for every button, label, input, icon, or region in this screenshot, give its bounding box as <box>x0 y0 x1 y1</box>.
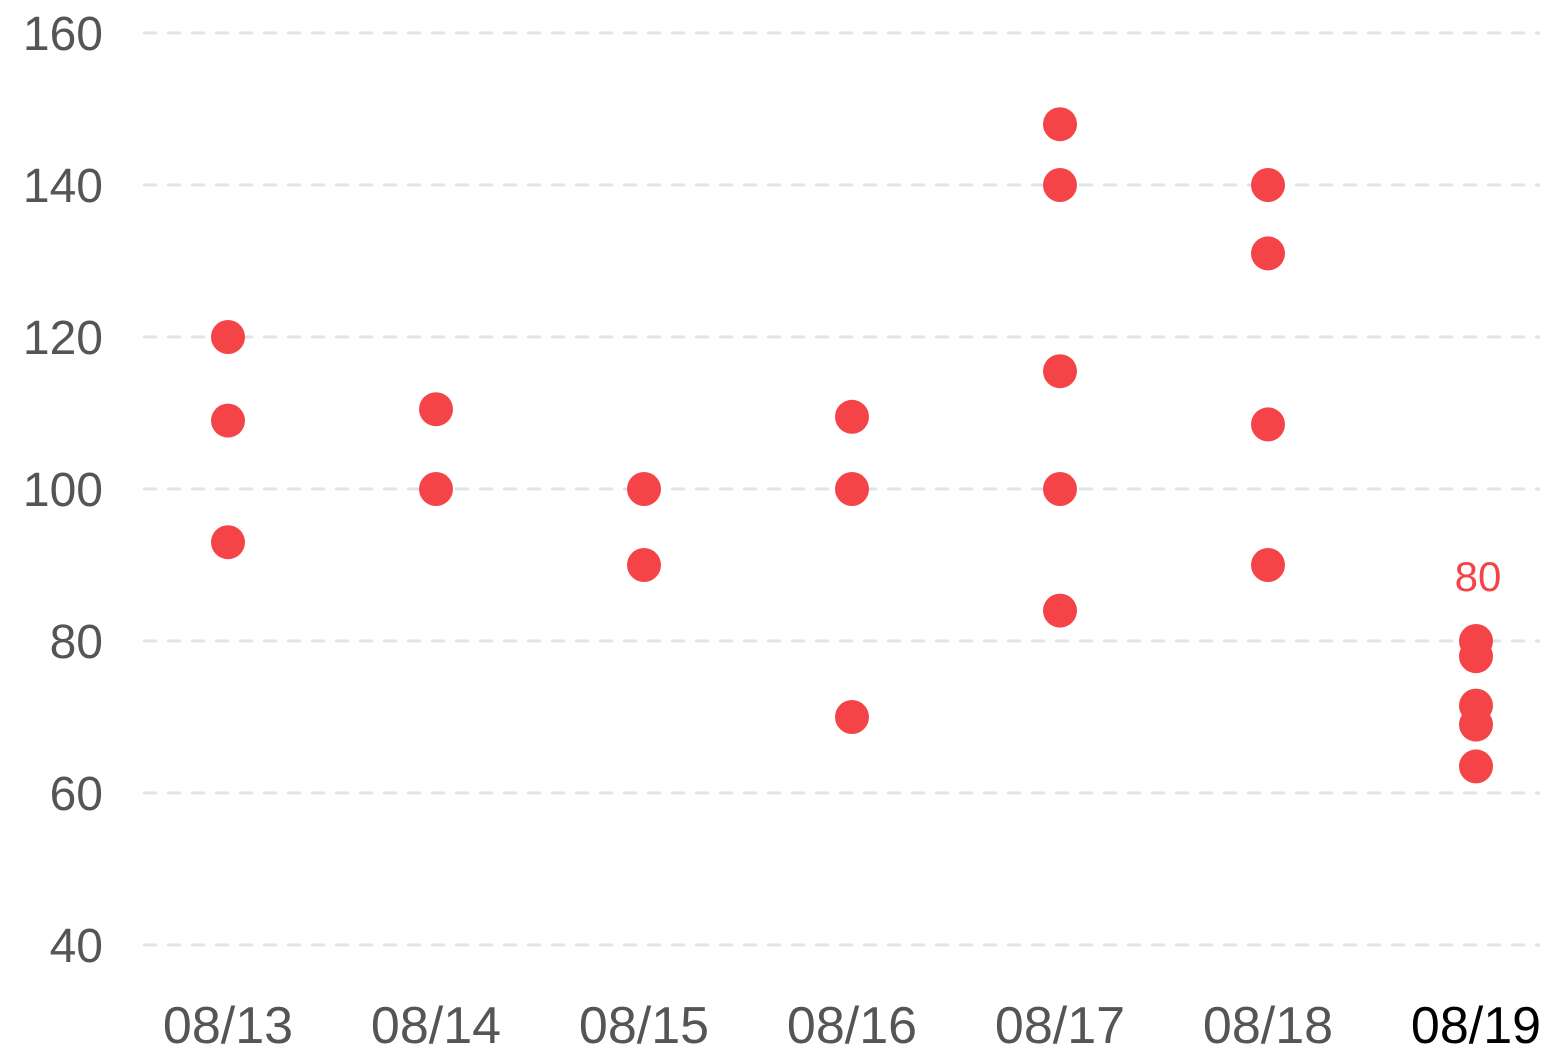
data-point-08-13-2[interactable] <box>211 525 245 560</box>
data-point-08-13-1[interactable] <box>211 403 245 438</box>
data-labels: 80 <box>1455 553 1502 600</box>
y-tick-label-80: 80 <box>50 616 103 669</box>
y-tick-label-60: 60 <box>50 768 103 821</box>
x-tick-label-08-19: 08/19 <box>1411 997 1541 1055</box>
y-axis-ticks: 40 60 80 100 120 140 160 <box>23 8 103 973</box>
data-point-08-14-4[interactable] <box>419 472 453 506</box>
x-tick-label-08-15: 08/15 <box>579 997 709 1055</box>
y-tick-label-140: 140 <box>23 160 103 213</box>
data-point-08-16-7[interactable] <box>835 399 869 434</box>
data-point-08-19-22[interactable] <box>1459 707 1493 742</box>
data-point-08-15-5[interactable] <box>627 472 661 506</box>
data-point-08-14-3[interactable] <box>419 392 453 427</box>
x-tick-label-08-13: 08/13 <box>163 997 293 1055</box>
y-tick-label-40: 40 <box>50 920 103 973</box>
x-tick-label-08-18: 08/18 <box>1203 997 1333 1055</box>
data-points <box>211 107 1493 784</box>
x-tick-label-08-16: 08/16 <box>787 997 917 1055</box>
data-point-08-16-8[interactable] <box>835 472 869 506</box>
data-label-08-19: 80 <box>1455 553 1502 600</box>
data-point-08-17-12[interactable] <box>1043 354 1077 389</box>
data-point-08-19-23[interactable] <box>1459 749 1493 784</box>
data-point-08-18-17[interactable] <box>1251 407 1285 442</box>
data-point-08-16-9[interactable] <box>835 700 869 734</box>
x-axis-ticks: 08/13 08/14 08/15 08/16 08/17 08/18 08/19 <box>163 997 1541 1055</box>
y-tick-label-100: 100 <box>23 464 103 517</box>
data-point-08-18-15[interactable] <box>1251 168 1285 202</box>
data-point-08-17-14[interactable] <box>1043 593 1077 628</box>
y-tick-label-120: 120 <box>23 312 103 365</box>
data-point-08-17-10[interactable] <box>1043 107 1077 142</box>
data-point-08-15-6[interactable] <box>627 548 661 582</box>
data-point-08-18-18[interactable] <box>1251 548 1285 582</box>
x-tick-label-08-14: 08/14 <box>371 997 501 1055</box>
data-point-08-18-16[interactable] <box>1251 236 1285 271</box>
data-point-08-17-13[interactable] <box>1043 472 1077 506</box>
x-tick-label-08-17: 08/17 <box>995 997 1125 1055</box>
data-point-08-19-20[interactable] <box>1459 639 1493 674</box>
y-tick-label-160: 160 <box>23 8 103 61</box>
data-point-08-13-0[interactable] <box>211 320 245 354</box>
data-point-08-17-11[interactable] <box>1043 168 1077 202</box>
